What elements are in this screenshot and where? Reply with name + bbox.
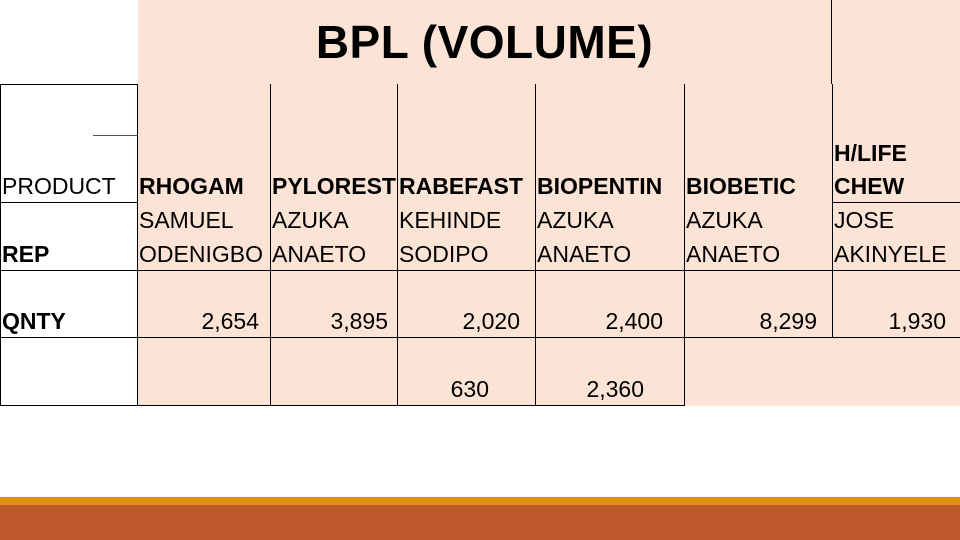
grid-line	[535, 84, 536, 406]
grid-line	[0, 405, 685, 406]
product-name: PYLOREST	[272, 173, 396, 199]
rep-last-name: ANAETO	[686, 241, 781, 267]
qnty-value: 2,020	[462, 308, 520, 334]
title-cell: BPL (VOLUME)	[138, 0, 832, 84]
grid-line	[0, 270, 960, 271]
row-label-product: PRODUCT	[2, 173, 116, 199]
table-body-fill	[138, 84, 960, 406]
qnty-value: 8,299	[759, 308, 817, 334]
rep-first-name: SAMUEL	[139, 207, 234, 233]
volume-table	[0, 84, 960, 406]
row-label-rep: REP	[2, 241, 50, 267]
footer-stripe-gold	[0, 497, 960, 505]
grid-line	[832, 84, 833, 338]
decorative-line	[93, 135, 137, 136]
page-title: BPL (VOLUME)	[315, 16, 654, 68]
rep-last-name: SODIPO	[399, 241, 489, 267]
rep-last-name: AKINYELE	[834, 241, 947, 267]
grid-line	[0, 202, 138, 203]
extra-value: 2,360	[586, 376, 644, 402]
product-name-line1: H/LIFE	[834, 140, 907, 166]
rep-first-name: JOSE	[834, 207, 895, 233]
rep-first-name: AZUKA	[686, 207, 763, 233]
rep-last-name: ANAETO	[537, 241, 632, 267]
rep-first-name: KEHINDE	[399, 207, 502, 233]
qnty-value: 2,654	[201, 308, 259, 334]
extra-value: 630	[450, 376, 489, 402]
product-name: RHOGAM	[139, 173, 244, 199]
product-name: BIOPENTIN	[537, 173, 663, 199]
qnty-value: 2,400	[605, 308, 663, 334]
qnty-value: 1,930	[888, 308, 946, 334]
rep-first-name: AZUKA	[537, 207, 614, 233]
product-name: RABEFAST	[399, 173, 523, 199]
product-name: BIOBETIC	[686, 173, 796, 199]
row-label-qnty: QNTY	[2, 308, 66, 334]
product-name: CHEW	[834, 173, 905, 199]
qnty-value: 3,895	[330, 308, 388, 334]
grid-line	[832, 202, 960, 203]
grid-line	[137, 84, 138, 406]
rep-last-name: ANAETO	[272, 241, 367, 267]
footer-stripe-rust	[0, 505, 960, 540]
grid-line	[270, 84, 271, 406]
grid-line	[0, 84, 1, 406]
title-right-cell	[832, 0, 960, 84]
rep-last-name: ODENIGBO	[139, 241, 263, 267]
rep-first-name: AZUKA	[272, 207, 349, 233]
grid-line	[0, 84, 138, 85]
grid-line	[397, 84, 398, 406]
grid-line	[684, 84, 685, 406]
grid-line	[0, 337, 960, 338]
